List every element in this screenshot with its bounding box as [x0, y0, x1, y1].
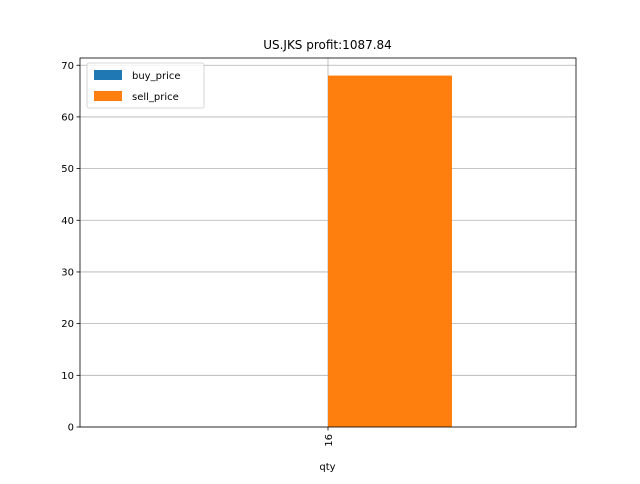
legend-swatch-buy_price [94, 70, 122, 80]
legend: buy_price sell_price [86, 62, 205, 109]
bars [328, 75, 452, 428]
chart-title: US.JKS profit:1087.84 [263, 38, 392, 52]
y-tick-label: 20 [61, 319, 74, 330]
bar-sell_price [328, 75, 452, 428]
x-axis-label: qty [319, 462, 335, 473]
y-tick-label: 60 [61, 113, 74, 124]
y-tick-label: 0 [68, 423, 74, 434]
y-tick-label: 10 [61, 371, 74, 382]
x-tick-label: 16 [324, 434, 335, 447]
y-tick-label: 40 [61, 216, 74, 227]
legend-swatch-sell_price [94, 91, 122, 101]
y-tick-label: 30 [61, 268, 74, 279]
x-axis-ticks: 16 [324, 427, 335, 447]
y-axis-ticks: 0 10 20 30 40 50 60 70 [61, 61, 80, 434]
y-tick-label: 70 [61, 61, 74, 72]
legend-label-buy_price: buy_price [132, 71, 181, 82]
y-tick-label: 50 [61, 164, 74, 175]
legend-label-sell_price: sell_price [132, 92, 179, 103]
